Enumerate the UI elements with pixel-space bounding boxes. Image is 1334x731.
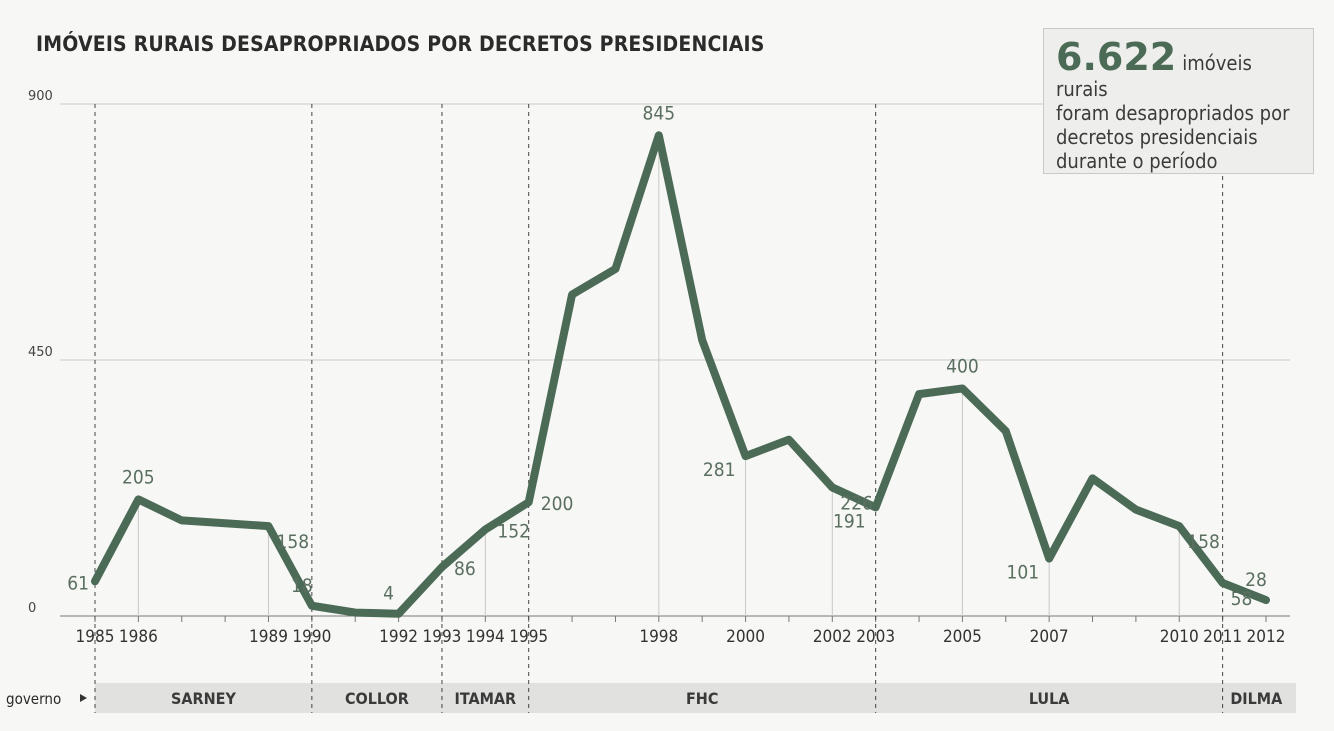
data-label: 158 — [1187, 531, 1220, 553]
x-tick-label: 1985 — [76, 627, 115, 647]
series-line — [91, 131, 1270, 618]
x-tick-label: 1989 — [249, 627, 288, 647]
callout-rest-text: foram desapropriados por decretos presid… — [1056, 101, 1290, 173]
x-tick-label: 1994 — [466, 627, 505, 647]
callout-lead-text: imóveis rurais — [1056, 51, 1252, 101]
data-label: 61 — [67, 572, 89, 594]
data-label: 845 — [643, 102, 676, 124]
data-label: 158 — [276, 531, 309, 553]
x-tick-label: 2007 — [1030, 627, 1069, 647]
x-tick-label: 2005 — [943, 627, 982, 647]
x-tick-label: 1995 — [509, 627, 548, 647]
x-tick-label: 1992 — [379, 627, 418, 647]
data-label: 4 — [383, 583, 394, 605]
x-tick-label: 2012 — [1247, 627, 1286, 647]
data-label: 191 — [833, 510, 866, 532]
government-name: LULA — [1029, 689, 1070, 708]
x-tick-label: 2000 — [726, 627, 765, 647]
government-band — [95, 683, 1296, 713]
data-label: 226 — [840, 492, 873, 514]
data-label: 152 — [497, 521, 530, 543]
y-tick-label: 900 — [28, 89, 53, 104]
government-name: FHC — [686, 689, 718, 708]
x-tick-label: 1993 — [423, 627, 462, 647]
government-name: DILMA — [1230, 689, 1283, 708]
government-band-label: governo — [6, 690, 61, 708]
government-name: COLLOR — [345, 689, 409, 708]
x-tick-label: 1986 — [119, 627, 158, 647]
data-label: 400 — [946, 355, 979, 377]
data-label: 200 — [541, 493, 574, 515]
y-tick-label: 450 — [28, 345, 53, 360]
x-tick-label: 2010 — [1160, 627, 1199, 647]
data-label: 28 — [1245, 569, 1267, 591]
x-tick-label: 2011 — [1203, 627, 1242, 647]
data-label: 58 — [1231, 588, 1253, 610]
x-tick-label: 1990 — [292, 627, 331, 647]
callout-number: 6.622 — [1056, 35, 1177, 79]
government-name: ITAMAR — [455, 689, 517, 708]
chart-title: IMÓVEIS RURAIS DESAPROPRIADOS POR DECRET… — [36, 32, 765, 56]
data-label: 101 — [1007, 562, 1040, 584]
x-tick-label: 1998 — [639, 627, 678, 647]
data-label: 18 — [291, 575, 313, 597]
data-label: 86 — [454, 558, 476, 580]
government-name: SARNEY — [171, 689, 236, 708]
x-tick-label: 2003 — [856, 627, 895, 647]
data-label: 281 — [703, 459, 736, 481]
data-label: 205 — [122, 466, 155, 488]
y-tick-label: 0 — [28, 601, 36, 616]
x-tick-label: 2002 — [813, 627, 852, 647]
triangle-right-icon — [80, 694, 87, 702]
total-callout: 6.622 imóveis rurais foram desapropriados… — [1043, 28, 1314, 174]
